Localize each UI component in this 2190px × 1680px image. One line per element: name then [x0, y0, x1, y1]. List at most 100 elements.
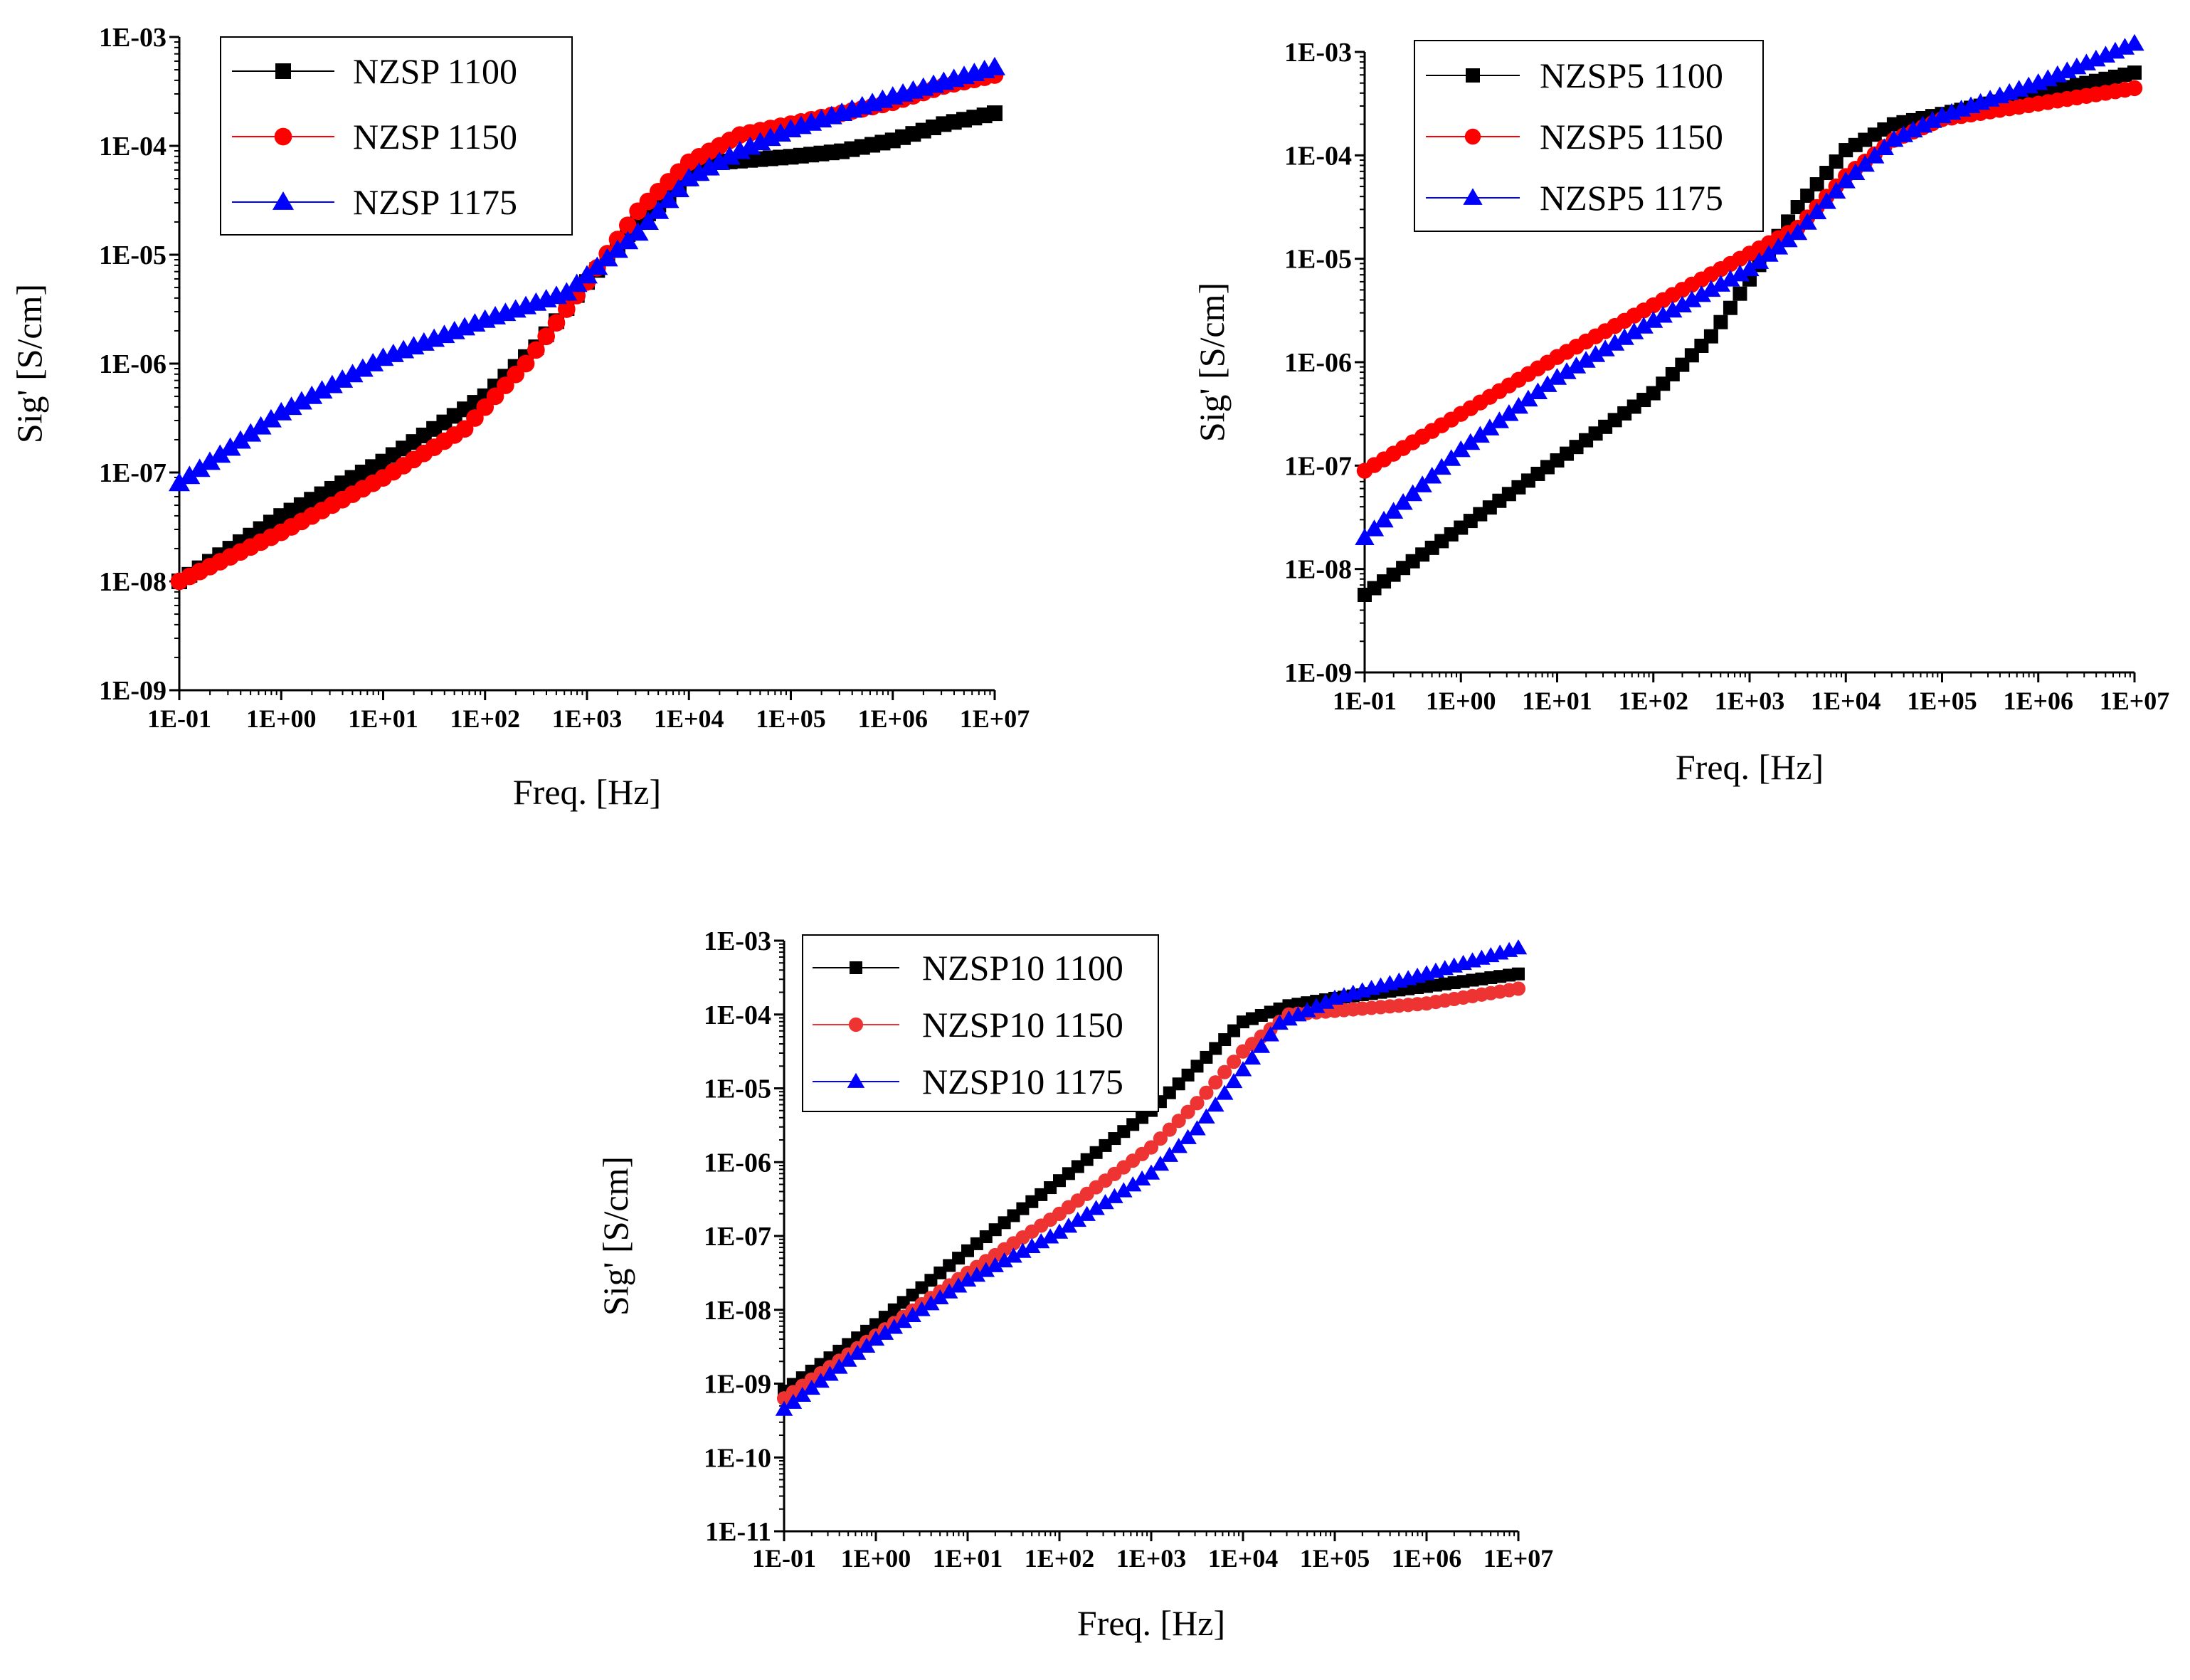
data-point	[1595, 339, 1615, 356]
data-point	[1733, 286, 1747, 301]
data-point	[1261, 1026, 1279, 1042]
data-point	[1059, 1217, 1078, 1233]
data-point	[1227, 1055, 1242, 1069]
data-point	[1787, 223, 1808, 241]
data-point	[1829, 154, 1843, 169]
x-tick-label: 1E+04	[1811, 687, 1881, 715]
data-point	[1383, 502, 1404, 519]
data-point	[1913, 115, 1933, 133]
data-point	[1585, 345, 1606, 362]
data-point	[1451, 440, 1471, 458]
data-point	[688, 162, 710, 181]
data-point	[627, 222, 649, 241]
x-tick-label: 1E+04	[654, 704, 724, 733]
data-point	[1215, 1084, 1234, 1100]
x-tick-label: 1E-01	[752, 1544, 816, 1573]
data-point	[199, 451, 221, 470]
data-point	[1800, 189, 1815, 204]
data-point	[1778, 230, 1798, 248]
data-point	[812, 1373, 830, 1388]
data-point	[1023, 1237, 1041, 1253]
data-point	[189, 458, 211, 477]
x-tick-label: 1E+05	[1300, 1544, 1370, 1573]
data-point	[1041, 1228, 1059, 1244]
data-point	[1142, 1164, 1160, 1180]
data-point	[657, 189, 679, 208]
y-tick-label: 1E-04	[704, 1000, 771, 1030]
data-point	[1078, 1205, 1096, 1221]
y-tick-label: 1E-05	[704, 1074, 771, 1104]
data-point	[1069, 1211, 1087, 1227]
data-point	[1720, 270, 1740, 287]
x-tick-label: 1E+06	[1392, 1544, 1462, 1573]
x-tick-label: 1E+07	[1483, 1544, 1554, 1573]
data-point	[1307, 998, 1326, 1013]
data-point	[1461, 433, 1481, 450]
data-point	[931, 1289, 949, 1305]
data-point	[209, 444, 231, 463]
data-point	[1557, 362, 1577, 379]
data-point	[1749, 252, 1770, 269]
data-point	[1087, 1200, 1105, 1215]
y-tick-label: 1E-09	[704, 1370, 771, 1400]
data-point	[987, 105, 1003, 122]
legend-label: NZSP10 1175	[922, 1062, 1123, 1101]
data-point	[537, 327, 556, 346]
x-tick-label: 1E+06	[857, 704, 928, 733]
data-point	[2125, 33, 2144, 51]
data-point	[803, 1379, 820, 1395]
data-point	[821, 1365, 839, 1381]
data-point	[1576, 351, 1596, 368]
data-point	[995, 1252, 1013, 1268]
y-axis-label: Sig' [S/cm]	[1192, 282, 1232, 442]
data-point	[977, 1262, 995, 1277]
data-point	[1355, 528, 1375, 545]
data-point	[1170, 1138, 1187, 1153]
legend-marker	[275, 63, 291, 79]
data-point	[1713, 315, 1728, 329]
data-point	[240, 423, 262, 442]
data-point	[1691, 285, 1712, 302]
data-point	[867, 1330, 885, 1346]
data-point	[229, 430, 251, 449]
data-point	[913, 1301, 931, 1316]
series-nzsp10-1100	[778, 967, 1525, 1398]
data-point	[280, 396, 302, 416]
data-point	[1115, 1182, 1133, 1198]
data-point	[1412, 475, 1432, 492]
data-point	[775, 1400, 793, 1416]
data-point	[1180, 1104, 1195, 1119]
data-point	[1374, 510, 1394, 528]
y-tick-label: 1E-06	[1284, 348, 1352, 378]
y-tick-label: 1E-04	[99, 132, 166, 162]
data-point	[179, 465, 201, 485]
data-point	[1605, 334, 1625, 351]
data-point	[1566, 356, 1587, 374]
y-tick-label: 1E-03	[704, 926, 771, 956]
data-point	[1538, 375, 1557, 392]
data-point	[1710, 275, 1731, 292]
data-point	[2126, 80, 2143, 97]
x-tick-label: 1E+02	[1618, 687, 1688, 715]
data-point	[1298, 1002, 1316, 1018]
legend-marker	[847, 1072, 865, 1088]
data-point	[1759, 245, 1779, 262]
data-point	[1316, 993, 1335, 1009]
data-point	[321, 374, 343, 393]
data-point	[1243, 1049, 1261, 1065]
data-point	[168, 472, 191, 492]
data-point	[793, 1386, 812, 1402]
legend-label: NZSP5 1175	[1540, 178, 1723, 218]
y-tick-label: 1E-08	[704, 1296, 771, 1326]
data-point	[547, 314, 566, 332]
data-point	[1422, 466, 1442, 484]
data-point	[1682, 290, 1702, 307]
data-point	[1790, 200, 1805, 214]
data-point	[1188, 1120, 1206, 1136]
data-point	[362, 352, 384, 371]
y-tick-label: 1E-09	[99, 676, 166, 706]
data-point	[958, 1271, 977, 1287]
data-point	[1663, 300, 1683, 318]
data-point	[1826, 181, 1846, 199]
data-point	[885, 1319, 904, 1334]
